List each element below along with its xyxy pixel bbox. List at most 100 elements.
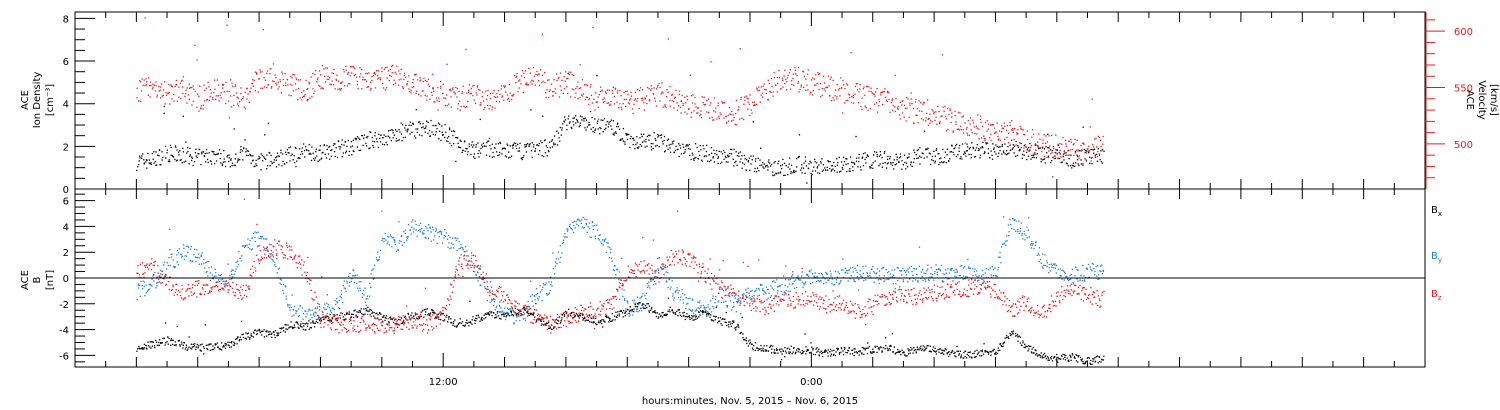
density-point — [667, 138, 670, 140]
density-point — [1093, 148, 1096, 150]
bx-point — [522, 307, 525, 309]
velocity-point — [688, 108, 690, 110]
velocity-point — [824, 90, 826, 92]
density-point — [255, 159, 257, 162]
velocity-point — [937, 105, 939, 108]
velocity-point — [270, 68, 272, 70]
bx-point — [263, 336, 266, 338]
density-point — [475, 146, 477, 148]
bx-point — [996, 352, 999, 354]
bx-point — [1082, 362, 1084, 365]
bx-point — [624, 312, 626, 314]
velocity-point — [442, 92, 444, 95]
by-point — [140, 280, 142, 283]
bx-point — [818, 348, 820, 350]
bx-point — [312, 322, 314, 324]
bx-point — [532, 313, 535, 315]
density-point — [398, 139, 400, 141]
density-point — [543, 155, 545, 158]
by-point — [486, 286, 489, 288]
bx-point — [1075, 360, 1078, 362]
velocity-point — [511, 94, 513, 96]
velocity-point — [275, 82, 277, 84]
density-point — [970, 153, 972, 156]
bx-point — [713, 315, 715, 317]
bx-point — [971, 356, 973, 358]
bx-point — [302, 328, 304, 331]
velocity-point — [807, 89, 809, 91]
bx-point — [824, 350, 826, 352]
density-point — [147, 152, 149, 155]
bx-point — [505, 316, 507, 318]
bx-point — [841, 348, 843, 350]
velocity-point — [518, 87, 520, 89]
velocity-point — [574, 96, 576, 98]
by-point — [336, 301, 338, 303]
density-point — [861, 156, 864, 158]
bx-point — [762, 349, 764, 351]
density-point — [796, 157, 798, 160]
density-point — [1097, 148, 1099, 150]
density-point — [735, 160, 737, 162]
density-point — [564, 119, 566, 121]
by-point — [257, 246, 259, 248]
by-point — [240, 260, 243, 262]
density-point — [210, 160, 212, 163]
bx-point — [235, 338, 237, 340]
velocity-point — [586, 85, 588, 87]
velocity-point — [515, 82, 517, 84]
velocity-point — [446, 94, 448, 96]
bx-point — [457, 323, 459, 326]
by-point — [161, 274, 164, 276]
density-point — [788, 163, 790, 165]
bx-point — [590, 321, 593, 323]
velocity-point — [623, 98, 625, 101]
density-point — [861, 157, 863, 159]
velocity-point — [886, 100, 888, 103]
bx-point — [760, 350, 762, 352]
density-point — [605, 124, 607, 126]
velocity-point — [733, 117, 735, 119]
density-point — [513, 142, 515, 144]
velocity-point — [418, 93, 420, 95]
by-point — [169, 228, 171, 230]
by-point — [201, 252, 203, 254]
bx-point — [575, 312, 577, 315]
velocity-point — [303, 90, 305, 92]
velocity-point — [651, 88, 653, 90]
velocity-point — [400, 78, 402, 80]
velocity-point — [875, 91, 877, 93]
velocity-point — [625, 90, 627, 93]
bx-point — [873, 350, 875, 353]
bx-point — [536, 314, 539, 317]
bx-point — [855, 351, 857, 353]
density-point — [684, 149, 686, 151]
velocity-point — [832, 97, 834, 99]
density-point — [541, 155, 543, 157]
density-point — [207, 161, 209, 164]
velocity-point — [845, 99, 847, 102]
density-point — [161, 151, 163, 153]
density-point — [166, 152, 168, 154]
by-point — [190, 259, 192, 262]
density-point — [324, 153, 326, 155]
bx-point — [960, 354, 963, 356]
velocity-point — [997, 139, 999, 141]
velocity-point — [659, 86, 661, 89]
bx-point — [589, 315, 591, 317]
density-point — [253, 165, 255, 168]
bx-point — [212, 348, 214, 350]
density-point — [699, 154, 701, 157]
velocity-point — [191, 86, 193, 89]
density-point — [547, 149, 550, 152]
velocity-point — [299, 79, 302, 81]
density-point — [781, 164, 784, 166]
bx-point — [368, 310, 370, 312]
bx-point — [344, 314, 346, 316]
velocity-point — [878, 101, 880, 103]
density-point — [798, 156, 800, 158]
bx-point — [615, 311, 617, 313]
bx-point — [459, 322, 461, 324]
density-point — [870, 167, 872, 169]
by-point — [369, 282, 371, 285]
